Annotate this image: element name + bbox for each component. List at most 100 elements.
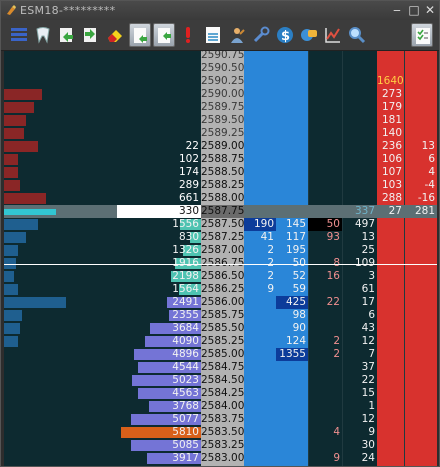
user-icon[interactable] (226, 23, 248, 47)
ladder-row[interactable]: 289 2588.25 103 -4 (4, 179, 437, 192)
price-cell[interactable]: 2585.25 (201, 335, 244, 347)
bid-total-cell[interactable]: 9 (368, 426, 375, 438)
depth-value[interactable]: 1564 (172, 283, 199, 295)
ask-size-cell[interactable]: 90 (292, 322, 306, 334)
ask-cell[interactable]: 107 (381, 166, 402, 178)
dollar-icon[interactable]: $ (274, 23, 296, 47)
price-cell[interactable]: 2587.00 (201, 244, 244, 256)
bid-total-cell[interactable]: 12 (361, 413, 375, 425)
depth-value[interactable]: 1326 (172, 244, 199, 256)
ask-size-cell[interactable]: 50 (292, 257, 306, 269)
page-arrow-icon[interactable] (153, 23, 175, 47)
green-arrow-left-icon[interactable] (56, 23, 78, 47)
price-cell[interactable]: 2585.00 (201, 348, 244, 360)
globe-chat-icon[interactable] (298, 23, 320, 47)
ladder-row[interactable]: 4896 2585.00 1355 2 7 (4, 348, 437, 361)
ask-size-cell[interactable]: 425 (276, 296, 308, 309)
ladder-row[interactable]: 3768 2584.00 1 (4, 400, 437, 413)
price-cell[interactable]: 2586.50 (201, 270, 244, 282)
depth-value[interactable]: 22 (185, 140, 199, 152)
price-cell[interactable]: 2584.50 (201, 374, 244, 386)
bid-size-cell[interactable]: 2 (267, 244, 274, 256)
depth-value[interactable]: 661 (178, 192, 199, 204)
price-cell[interactable]: 2584.75 (201, 361, 244, 373)
price-cell[interactable]: 2590.75 (201, 51, 244, 61)
depth-value[interactable]: 4896 (172, 348, 199, 360)
ask-size-cell[interactable]: 124 (285, 335, 306, 347)
bid-total-cell[interactable]: 6 (368, 309, 375, 321)
ask-cell[interactable]: 106 (381, 153, 402, 165)
price-cell[interactable]: 2585.75 (201, 309, 244, 321)
bid-total-cell[interactable]: 15 (361, 387, 375, 399)
price-cell[interactable]: 2585.50 (201, 322, 244, 334)
ladder-row[interactable]: 4544 2584.75 37 (4, 361, 437, 374)
bid-total-cell[interactable]: 24 (361, 452, 375, 464)
ladder-row[interactable]: 5810 2583.50 4 9 (4, 426, 437, 439)
depth-value[interactable]: 2491 (172, 296, 199, 308)
depth-value[interactable]: 830 (178, 231, 199, 243)
ladder-row[interactable]: 5085 2583.25 30 (4, 439, 437, 452)
current-value[interactable]: 330 (178, 205, 199, 217)
ask-size-cell[interactable]: 59 (292, 283, 306, 295)
price-cell[interactable]: 2583.50 (201, 426, 244, 438)
depth-value[interactable]: 289 (178, 179, 199, 191)
price-cell[interactable]: 2589.25 (201, 127, 244, 139)
ladder-row[interactable]: 2590.50 (4, 62, 437, 75)
price-cell[interactable]: 2589.50 (201, 114, 244, 126)
price-ladder[interactable]: 2590.75 2590.50 2590.25 1640 2590.00 273 2589.… (4, 51, 437, 466)
ask-size-cell[interactable]: 117 (285, 231, 306, 243)
price-cell[interactable]: 2587.75 (201, 205, 244, 218)
ladder-row[interactable]: 22 2589.00 236 13 (4, 140, 437, 153)
wrench-icon[interactable] (250, 23, 272, 47)
last-price-cell[interactable]: 337 (354, 205, 375, 217)
ladder-row[interactable]: 2589.50 181 (4, 114, 437, 127)
ladder-row[interactable]: 3917 2583.00 9 24 (4, 452, 437, 465)
ladder-row[interactable]: 2590.00 273 (4, 88, 437, 101)
price-cell[interactable]: 2583.25 (201, 439, 244, 451)
depth-value[interactable]: 4090 (172, 335, 199, 347)
magnifier-icon[interactable] (346, 23, 368, 47)
ask-delta-cell[interactable]: 6 (428, 153, 435, 165)
ask-size-cell[interactable]: 145 (285, 218, 306, 230)
layout-icon[interactable] (8, 23, 30, 47)
depth-value[interactable]: 4563 (172, 387, 199, 399)
ladder-row[interactable]: 1916 2586.75 2 50 8 109 (4, 257, 437, 270)
price-cell[interactable]: 2583.00 (201, 452, 244, 464)
ladder-row[interactable]: 830 2587.25 41 117 93 13 (4, 231, 437, 244)
ask-cell[interactable]: 179 (381, 101, 402, 113)
ladder-row[interactable]: 2198 2586.50 2 52 16 3 (4, 270, 437, 283)
ladder-row[interactable]: 2589.75 179 (4, 101, 437, 114)
minimize-button[interactable]: ‒ (393, 3, 401, 17)
title-bar[interactable]: ESM18-********* ‒ □ ✕ (1, 1, 439, 20)
bid-volume-cell[interactable]: 4 (333, 426, 340, 438)
ladder-row[interactable]: 102 2588.75 106 6 (4, 153, 437, 166)
price-cell[interactable]: 2584.25 (201, 387, 244, 399)
bid-total-cell[interactable]: 61 (361, 283, 375, 295)
document-icon[interactable] (202, 23, 224, 47)
ask-delta-cell[interactable]: 281 (414, 205, 435, 217)
price-cell[interactable]: 2588.25 (201, 179, 244, 191)
ask-cell[interactable]: 236 (381, 140, 402, 152)
price-cell[interactable]: 2590.50 (201, 62, 244, 74)
close-button[interactable]: ✕ (424, 3, 436, 17)
depth-value[interactable]: 3917 (172, 452, 199, 464)
ask-size-cell[interactable]: 98 (292, 309, 306, 321)
ask-size-cell[interactable]: 1355 (276, 348, 308, 361)
bid-volume-cell[interactable]: 22 (326, 296, 340, 308)
bid-total-cell[interactable]: 17 (361, 296, 375, 308)
ask-cell[interactable]: 273 (381, 88, 402, 100)
depth-value[interactable]: 5085 (172, 439, 199, 451)
ladder-row[interactable]: 4090 2585.25 124 2 12 (4, 335, 437, 348)
ladder-row[interactable]: 2491 2586.00 425 22 17 (4, 296, 437, 309)
bid-size-cell[interactable]: 41 (260, 231, 274, 243)
ask-cell[interactable]: 1640 (377, 75, 404, 87)
depth-value[interactable]: 102 (178, 153, 199, 165)
ask-delta-cell[interactable]: -16 (417, 192, 435, 204)
depth-value[interactable]: 5077 (172, 413, 199, 425)
checklist-icon[interactable] (411, 23, 433, 47)
ask-cell[interactable]: 140 (381, 127, 402, 139)
price-cell[interactable]: 2587.50 (201, 218, 244, 230)
page-arrow-icon[interactable] (129, 23, 151, 47)
ask-cell[interactable]: 27 (388, 205, 402, 217)
price-cell[interactable]: 2583.75 (201, 413, 244, 425)
